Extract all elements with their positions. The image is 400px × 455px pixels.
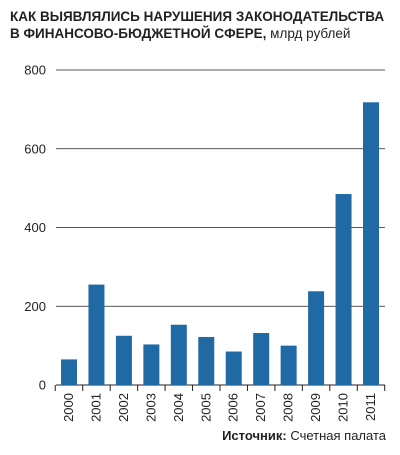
bar-2011 (363, 102, 379, 385)
bar-2007 (253, 333, 270, 385)
x-tick-label-2001: 2001 (88, 393, 103, 422)
x-tick-label-2010: 2010 (336, 393, 351, 422)
y-tick-label-600: 600 (24, 141, 46, 156)
bar-2006 (225, 351, 242, 385)
x-tick-label-2003: 2003 (143, 393, 158, 422)
chart-unit: млрд рублей (270, 26, 351, 41)
y-tick-label-800: 800 (24, 63, 46, 78)
x-tick-label-2005: 2005 (198, 393, 213, 422)
bar-2002 (115, 335, 132, 385)
source-text: Счетная палата (290, 428, 386, 443)
bar-2009 (308, 291, 325, 385)
source-note: Источник: Счетная палата (222, 428, 386, 443)
y-tick-label-0: 0 (39, 378, 46, 393)
bar-2004 (170, 324, 187, 385)
x-tick-label-2002: 2002 (116, 393, 131, 422)
bar-2003 (143, 344, 160, 385)
bar-2000 (61, 359, 77, 385)
chart-title-line2: В ФИНАНСОВО-БЮДЖЕТНОЙ СФЕРЕ, (10, 26, 267, 41)
bar-2008 (280, 345, 297, 385)
x-tick-label-2011: 2011 (363, 393, 378, 421)
source-label: Источник: (222, 428, 287, 443)
chart-title: КАК ВЫЯВЛЯЛИСЬ НАРУШЕНИЯ ЗАКОНОДАТЕЛЬСТВ… (10, 8, 395, 42)
y-tick-label-400: 400 (24, 220, 46, 235)
chart-title-line1: КАК ВЫЯВЛЯЛИСЬ НАРУШЕНИЯ ЗАКОНОДАТЕЛЬСТВ… (10, 9, 385, 24)
x-tick-label-2006: 2006 (226, 393, 241, 422)
y-tick-label-200: 200 (24, 299, 46, 314)
bar-2005 (198, 336, 215, 385)
x-tick-label-2000: 2000 (61, 393, 76, 422)
bar-2010 (335, 194, 352, 385)
bar-2001 (88, 284, 105, 385)
x-tick-label-2009: 2009 (308, 393, 323, 422)
x-tick-label-2008: 2008 (281, 393, 296, 422)
x-tick-label-2004: 2004 (171, 393, 186, 422)
x-tick-label-2007: 2007 (253, 393, 268, 422)
